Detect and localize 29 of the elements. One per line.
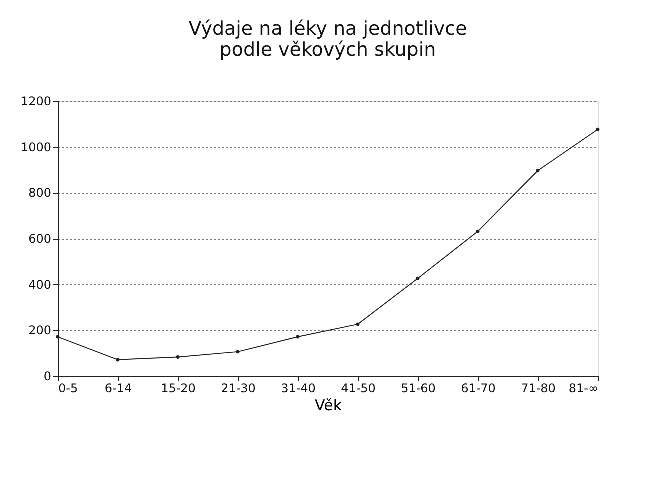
x-tick-label: 81-∞ — [568, 382, 598, 396]
point — [416, 276, 420, 280]
x-tick-label: 6-14 — [104, 382, 132, 396]
x-tick-label: 71-80 — [521, 382, 556, 396]
y-tick-label: 600 — [28, 232, 52, 246]
point — [596, 128, 600, 132]
x-tick-label: 15-20 — [161, 382, 196, 396]
point — [176, 355, 180, 359]
point — [476, 230, 480, 234]
y-tick-label: 1000 — [20, 140, 52, 154]
x-tick-label: 41-50 — [341, 382, 376, 396]
y-tick-label: 800 — [28, 186, 52, 200]
y-tick-label: 400 — [28, 278, 52, 292]
x-tick-label: 21-30 — [221, 382, 256, 396]
chart-title: Výdaje na léky na jednotlivce podle věkových skupin — [188, 18, 468, 61]
point — [116, 358, 120, 362]
y-tick-label: 200 — [28, 324, 52, 338]
point — [236, 350, 240, 354]
x-tick-label: 61-70 — [461, 382, 496, 396]
x-tick-label: 0-5 — [58, 382, 78, 396]
y-tick-label: 0 — [44, 370, 52, 384]
point — [536, 169, 540, 173]
x-tick-label: 51-60 — [401, 382, 436, 396]
point — [56, 335, 60, 339]
x-tick-label: 31-40 — [281, 382, 316, 396]
point — [296, 335, 300, 339]
x-axis-title: Věk — [314, 396, 342, 414]
point — [356, 322, 360, 326]
y-tick-label: 1200 — [20, 94, 52, 108]
